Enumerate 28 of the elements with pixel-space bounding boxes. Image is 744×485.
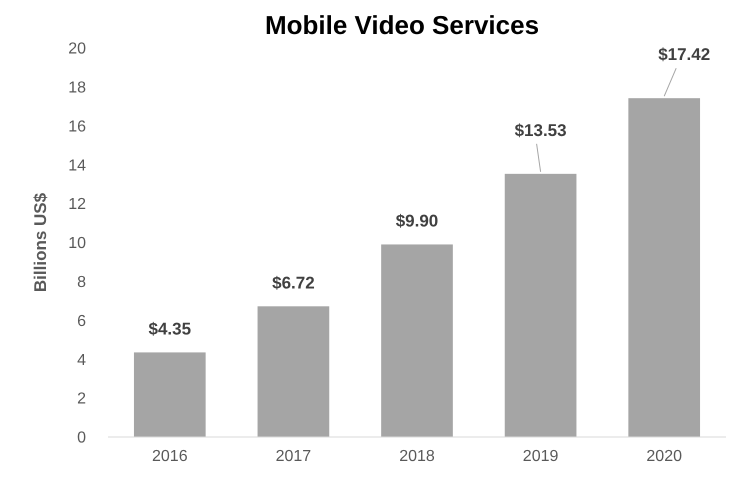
y-tick-label: 12 xyxy=(68,196,86,214)
y-tick-label: 4 xyxy=(77,352,86,369)
y-tick-label: 18 xyxy=(68,80,86,96)
data-label: $6.72 xyxy=(272,273,315,292)
y-tick-label: 2 xyxy=(77,390,86,408)
y-tick-label: 0 xyxy=(77,430,86,447)
y-tick-label: 16 xyxy=(68,118,86,136)
x-tick-label: 2017 xyxy=(276,448,312,465)
x-tick-label: 2020 xyxy=(646,448,682,465)
bar xyxy=(134,352,206,437)
y-tick-label: 10 xyxy=(68,235,86,252)
y-axis-title: Billions US$ xyxy=(31,192,50,292)
data-label: $17.42 xyxy=(658,45,710,64)
data-label: $9.90 xyxy=(396,211,438,230)
y-tick-label: 6 xyxy=(77,312,86,330)
chart-title: Mobile Video Services xyxy=(264,10,540,40)
bar xyxy=(628,98,700,437)
bar xyxy=(258,306,330,437)
data-label: $4.35 xyxy=(148,319,192,338)
y-tick-label: 14 xyxy=(68,157,86,174)
data-label: $13.53 xyxy=(514,120,567,140)
x-tick-label: 2016 xyxy=(152,448,188,465)
x-tick-label: 2019 xyxy=(522,448,558,465)
x-tick-label: 2018 xyxy=(399,448,435,465)
y-tick-label: 8 xyxy=(77,274,86,291)
bar xyxy=(504,174,576,437)
bar xyxy=(381,244,453,437)
y-tick-label: 20 xyxy=(68,40,86,58)
